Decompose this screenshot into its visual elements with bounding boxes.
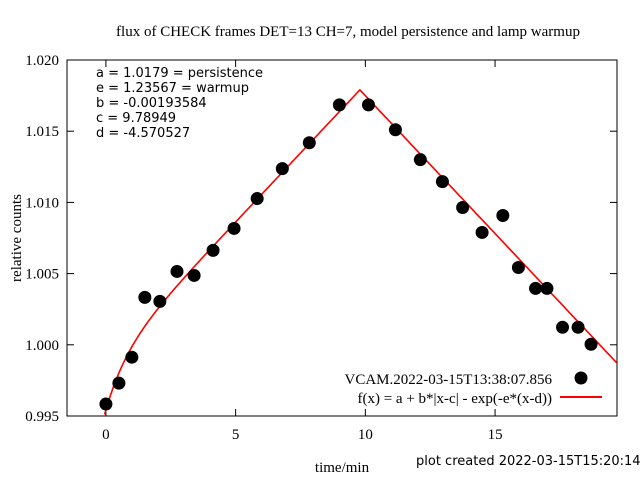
- y-tick-label: 1.000: [25, 338, 59, 354]
- annotation-e: e = 1.23567 = warmup: [96, 81, 249, 96]
- data-point: [275, 162, 289, 176]
- data-point: [584, 337, 598, 351]
- legend-marker-data: [574, 371, 588, 385]
- data-point: [187, 268, 201, 282]
- data-point: [302, 136, 316, 150]
- data-point: [529, 281, 543, 295]
- annotation-c: c = 9.78949: [96, 111, 176, 126]
- data-point: [250, 192, 264, 206]
- axes: 0 5 10 15 0.995 1.000 1.005 1.010 1.015 1.020: [25, 53, 618, 443]
- data-point: [125, 350, 139, 364]
- annotation-a: a = 1.0179 = persistence: [96, 66, 263, 81]
- legend-label-fit: f(x) = a + b*|x-c| - exp(-e*(x-d)): [357, 391, 552, 407]
- y-tick-label: 1.015: [25, 124, 59, 140]
- data-point: [361, 98, 375, 112]
- x-tick-label: 5: [232, 427, 240, 443]
- data-point: [540, 281, 554, 295]
- plot-border: [66, 59, 618, 417]
- x-axis-label: time/min: [315, 460, 370, 476]
- legend: VCAM.2022-03-15T13:38:07.856 f(x) = a + …: [345, 371, 602, 407]
- data-point: [227, 221, 241, 235]
- y-tick-label: 1.005: [25, 267, 59, 283]
- data-point: [456, 201, 470, 215]
- data-point: [571, 320, 585, 334]
- y-tick-label: 1.010: [25, 195, 59, 211]
- data-point: [511, 260, 525, 274]
- y-tick-label: 1.020: [25, 53, 59, 69]
- x-tick-label: 10: [358, 427, 373, 443]
- x-tick-label: 0: [102, 427, 110, 443]
- data-point: [170, 264, 184, 278]
- data-point: [332, 98, 346, 112]
- y-axis-label: relative counts: [9, 194, 25, 282]
- y-tick-label: 0.995: [25, 409, 59, 425]
- data-point: [99, 397, 113, 411]
- plot-created-footer: plot created 2022-03-15T15:20:14: [416, 454, 640, 469]
- data-point: [138, 290, 152, 304]
- data-point: [556, 320, 570, 334]
- parameter-annotations: a = 1.0179 = persistence e = 1.23567 = w…: [96, 66, 263, 141]
- data-point: [206, 243, 220, 257]
- data-point: [388, 123, 402, 137]
- data-point: [153, 294, 167, 308]
- x-tick-label: 15: [488, 427, 503, 443]
- data-points-layer: [99, 98, 598, 411]
- data-point: [496, 209, 510, 223]
- legend-label-data: VCAM.2022-03-15T13:38:07.856: [345, 372, 553, 388]
- data-point: [112, 376, 126, 390]
- data-point: [435, 175, 449, 189]
- annotation-b: b = -0.00193584: [96, 96, 207, 111]
- annotation-d: d = -4.570527: [96, 126, 190, 141]
- data-point: [475, 225, 489, 239]
- data-point: [413, 153, 427, 167]
- chart-title: flux of CHECK frames DET=13 CH=7, model …: [116, 24, 580, 40]
